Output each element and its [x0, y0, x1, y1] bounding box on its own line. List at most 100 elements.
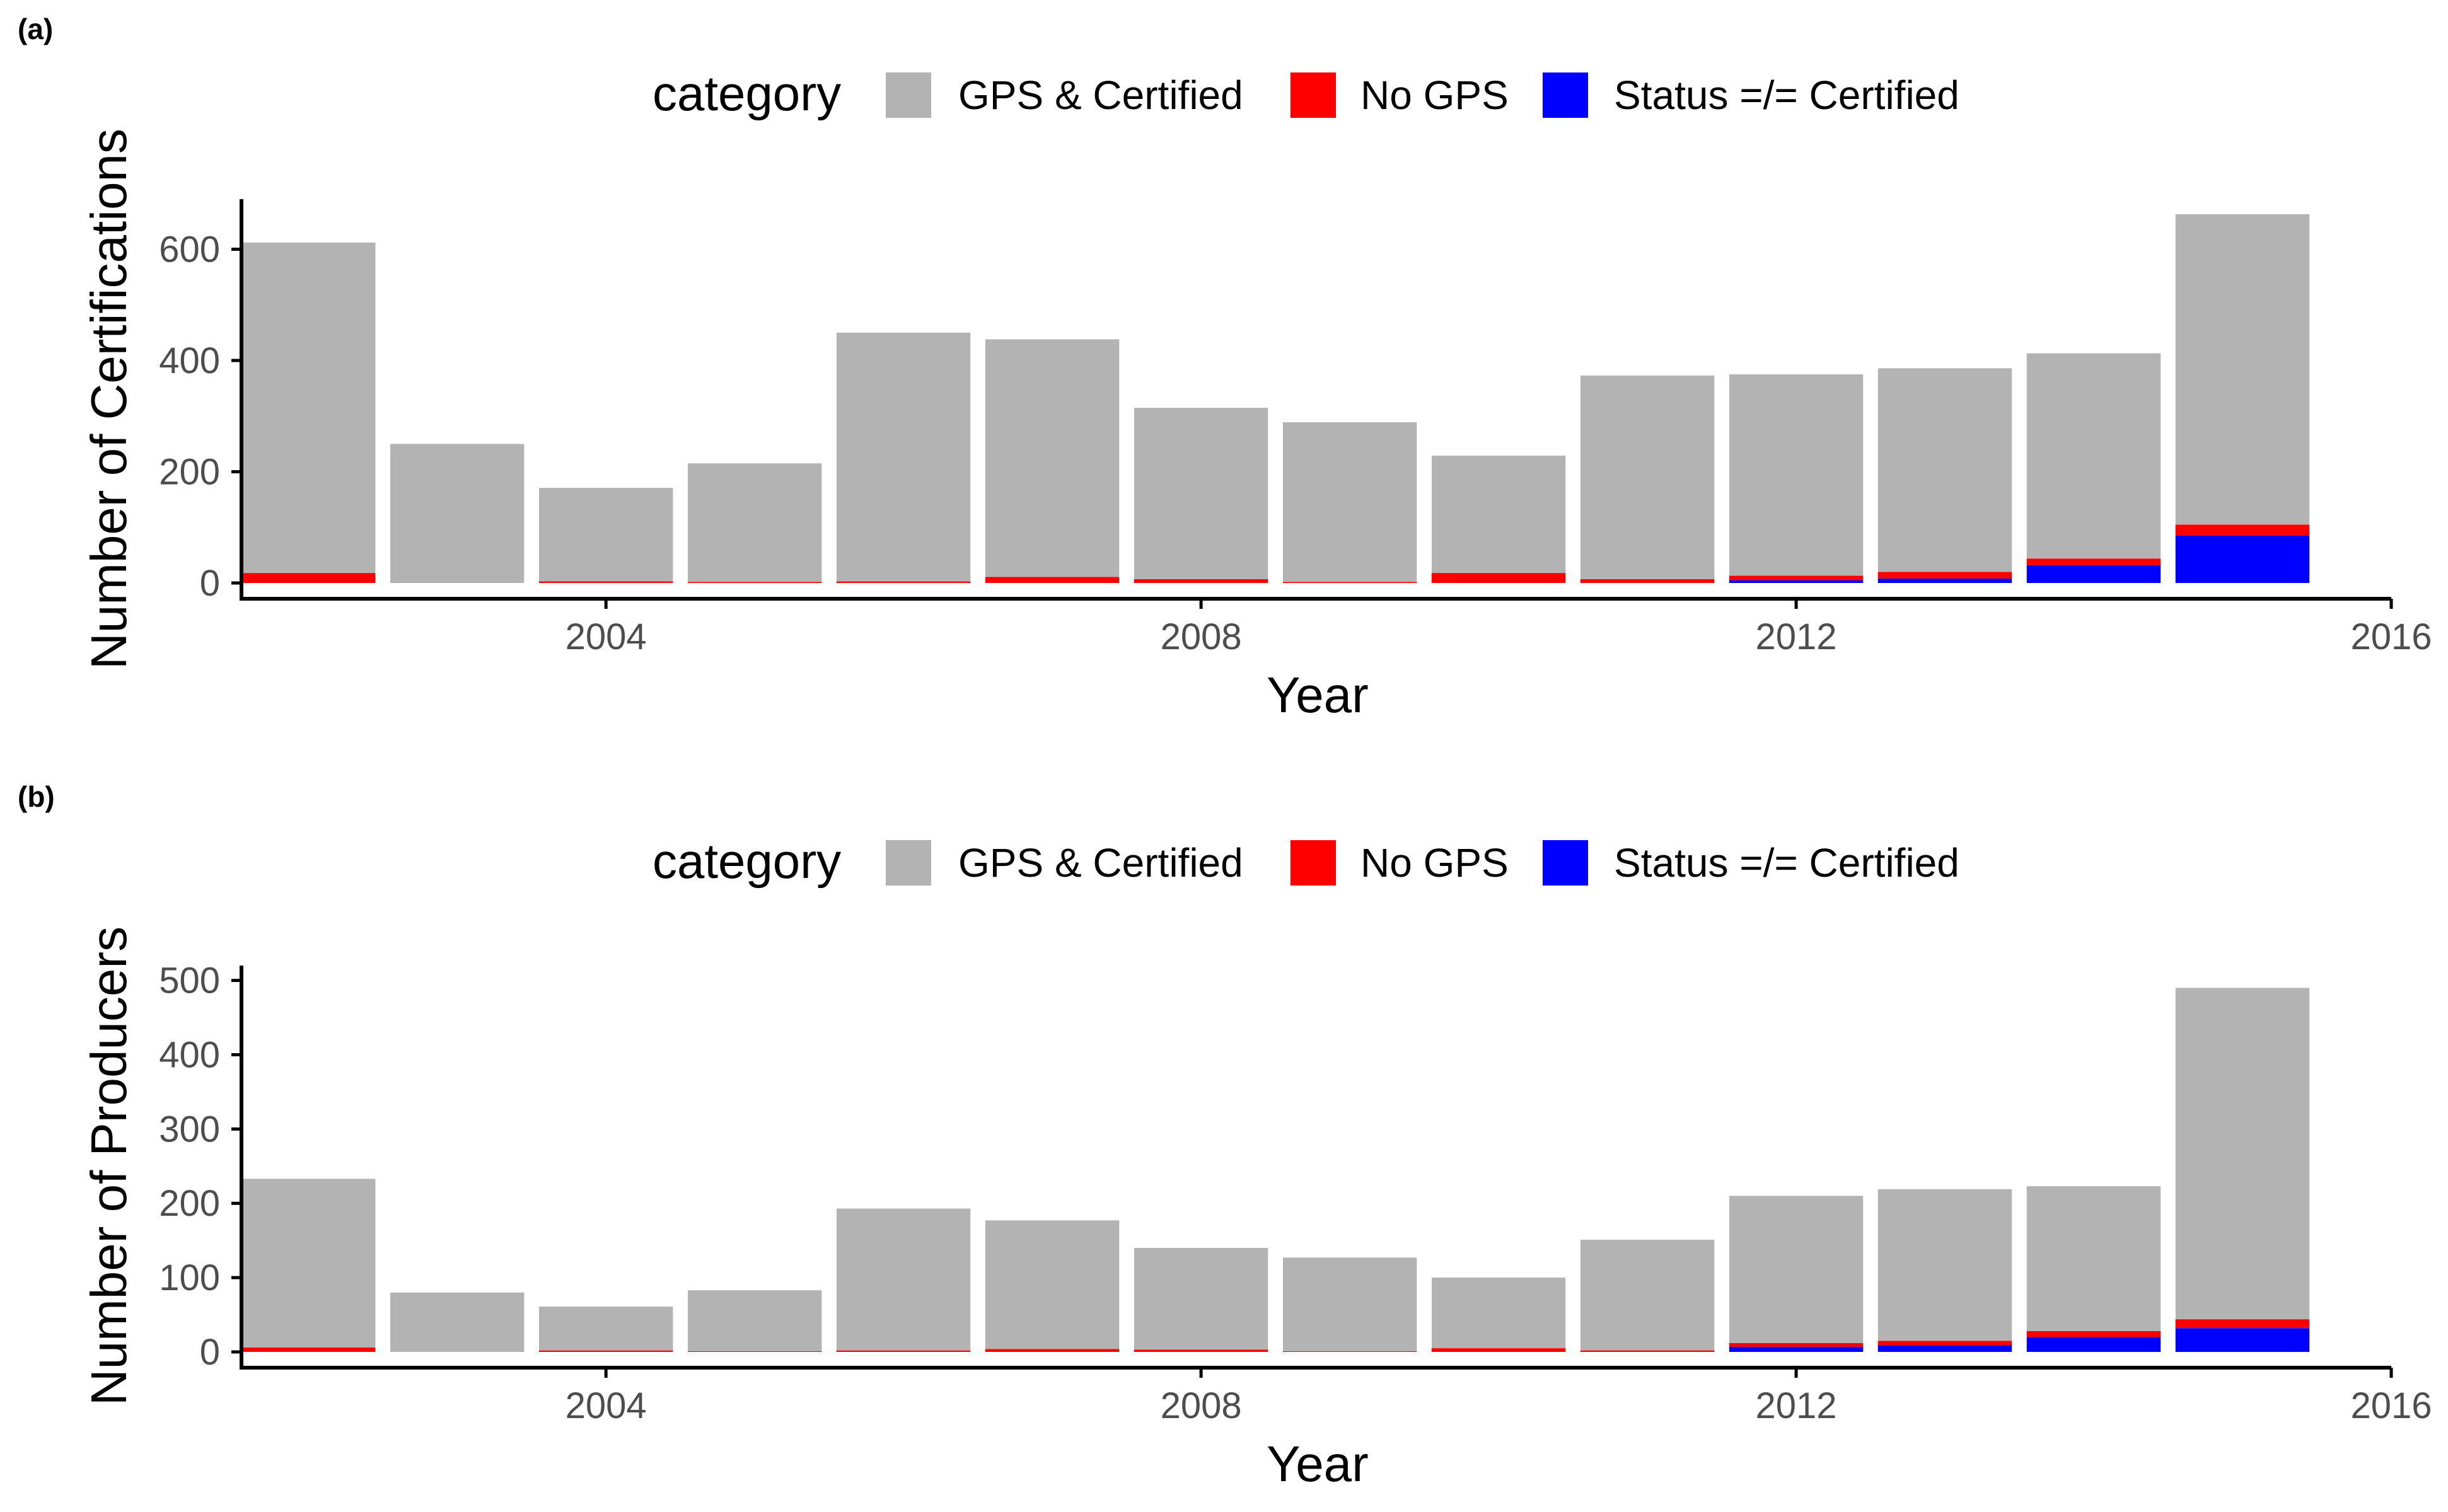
bar-status-certified-2014 — [2026, 565, 2161, 583]
bar-no-gps-2004 — [539, 1350, 673, 1352]
bar-no-gps-2005 — [688, 1351, 822, 1352]
x-tick-label: 2012 — [1756, 616, 1837, 657]
bar-gps-certified-2010 — [1431, 455, 1566, 574]
legend-label-no-gps: No GPS — [1360, 72, 1509, 118]
legend-swatch-no-gps — [1291, 840, 1336, 886]
bar-gps-certified-2009 — [1282, 1257, 1417, 1351]
legend: category GPS & Certified No GPS Status =… — [653, 66, 1959, 121]
y-tick-label: 400 — [159, 1034, 220, 1075]
bar-gps-certified-2008 — [1134, 408, 1268, 579]
bar-gps-certified-2007 — [985, 339, 1120, 577]
y-tick-label: 0 — [200, 563, 220, 604]
x-tick-label: 2016 — [2350, 616, 2432, 657]
bar-no-gps-2006 — [836, 1350, 971, 1352]
bar-gps-certified-2006 — [836, 332, 971, 582]
legend-label-gps-certified: GPS & Certified — [958, 840, 1243, 886]
legend-title: category — [653, 66, 841, 121]
bar-gps-certified-2007 — [985, 1220, 1120, 1349]
y-axis-title: Number of Certifications — [81, 129, 137, 669]
legend-label-status-not-certified: Status =/= Certified — [1614, 840, 1959, 886]
bar-gps-certified-2003 — [390, 1292, 525, 1352]
legend-title: category — [653, 833, 841, 889]
bar-status-certified-2012 — [1729, 1346, 1864, 1352]
y-axis-title: Number of Producers — [81, 926, 137, 1405]
y-tick-label: 200 — [159, 451, 220, 492]
y-ticks: 0 200 400 600 — [159, 229, 241, 604]
bar-status-certified-2015 — [2175, 536, 2310, 583]
bar-gps-certified-2004 — [539, 488, 673, 582]
bar-no-gps-2004 — [539, 581, 673, 583]
bar-gps-certified-2013 — [1877, 1189, 2012, 1341]
x-ticks: 2004 2008 2012 2016 — [566, 599, 2432, 657]
legend-swatch-gps-certified — [886, 840, 931, 886]
bar-status-certified-2013 — [1877, 1345, 2012, 1352]
bar-gps-certified-2014 — [2026, 353, 2161, 559]
legend-label-gps-certified: GPS & Certified — [958, 72, 1243, 118]
bar-gps-certified-2015 — [2175, 214, 2310, 525]
bar-status-certified-2015 — [2175, 1328, 2310, 1352]
y-tick-label: 300 — [159, 1109, 220, 1150]
legend: category GPS & Certified No GPS Status =… — [653, 833, 1959, 889]
bar-no-gps-2006 — [836, 581, 971, 583]
x-tick-label: 2004 — [566, 1385, 647, 1426]
y-tick-label: 600 — [159, 229, 220, 270]
bar-no-gps-2015 — [2175, 524, 2310, 536]
y-tick-label: 0 — [200, 1332, 220, 1373]
bar-no-gps-2002 — [241, 1347, 376, 1352]
x-axis-title: Year — [1267, 667, 1369, 723]
bar-no-gps-2015 — [2175, 1319, 2310, 1329]
x-tick-label: 2008 — [1161, 616, 1242, 657]
bar-no-gps-2013 — [1877, 1341, 2012, 1346]
bar-no-gps-2002 — [241, 573, 376, 583]
bar-no-gps-2012 — [1729, 575, 1864, 580]
x-ticks: 2004 2008 2012 2016 — [566, 1368, 2432, 1426]
legend-label-status-not-certified: Status =/= Certified — [1614, 72, 1959, 118]
y-tick-label: 100 — [159, 1257, 220, 1298]
bar-no-gps-2011 — [1580, 1350, 1715, 1352]
y-ticks: 0 100 200 300 400 500 — [159, 961, 241, 1373]
bar-gps-certified-2011 — [1580, 375, 1715, 579]
panel-b: (b) category GPS & Certified No GPS Stat… — [18, 780, 2432, 1492]
bar-no-gps-2014 — [2026, 1331, 2161, 1337]
y-tick-label: 200 — [159, 1183, 220, 1224]
bar-gps-certified-2002 — [241, 242, 376, 574]
bar-no-gps-2005 — [688, 582, 822, 583]
bar-gps-certified-2014 — [2026, 1186, 2161, 1331]
panel-tag: (b) — [18, 780, 55, 813]
bar-gps-certified-2004 — [539, 1307, 673, 1351]
y-tick-label: 500 — [159, 961, 220, 1001]
bar-gps-certified-2008 — [1134, 1248, 1268, 1350]
bar-no-gps-2014 — [2026, 558, 2161, 565]
bars — [241, 214, 2310, 583]
bar-no-gps-2007 — [985, 577, 1120, 583]
x-axis-title: Year — [1267, 1436, 1369, 1492]
bar-no-gps-2009 — [1282, 1351, 1417, 1352]
bar-gps-certified-2012 — [1729, 1196, 1864, 1343]
bar-no-gps-2012 — [1729, 1342, 1864, 1347]
y-tick-label: 400 — [159, 340, 220, 381]
bar-gps-certified-2012 — [1729, 374, 1864, 576]
legend-swatch-gps-certified — [886, 72, 931, 118]
bar-status-certified-2014 — [2026, 1337, 2161, 1352]
bar-gps-certified-2013 — [1877, 368, 2012, 572]
x-tick-label: 2008 — [1161, 1385, 1242, 1426]
bar-no-gps-2013 — [1877, 572, 2012, 579]
bar-gps-certified-2006 — [836, 1208, 971, 1351]
bar-no-gps-2007 — [985, 1349, 1120, 1352]
bar-no-gps-2010 — [1431, 1348, 1566, 1352]
bar-gps-certified-2015 — [2175, 988, 2310, 1320]
bar-gps-certified-2002 — [241, 1179, 376, 1348]
bar-no-gps-2009 — [1282, 582, 1417, 583]
bar-gps-certified-2003 — [390, 444, 525, 583]
legend-swatch-status-not-certified — [1543, 840, 1588, 886]
x-tick-label: 2004 — [566, 616, 647, 657]
bar-status-certified-2013 — [1877, 578, 2012, 583]
bar-gps-certified-2011 — [1580, 1240, 1715, 1351]
x-tick-label: 2012 — [1756, 1385, 1837, 1426]
x-tick-label: 2016 — [2350, 1385, 2432, 1426]
panel-a: (a) category GPS & Certified No GPS Stat… — [18, 13, 2432, 723]
panel-tag: (a) — [18, 13, 53, 45]
bars — [241, 988, 2310, 1352]
bar-no-gps-2011 — [1580, 579, 1715, 583]
